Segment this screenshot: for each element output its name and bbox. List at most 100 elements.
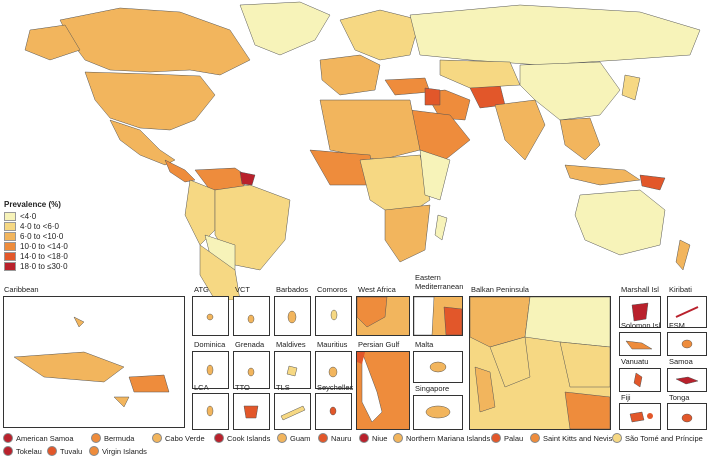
inset-label-maldives: Maldives	[276, 340, 306, 349]
legend-swatch	[4, 231, 16, 241]
legend-item-label: 14·0 to <18·0	[20, 251, 68, 261]
inset-label-kiribati: Kiribati	[669, 285, 692, 294]
inset-barbados	[274, 296, 311, 336]
inset-vct	[233, 296, 270, 336]
inset-vanuatu	[619, 368, 661, 392]
inset-label-dominica: Dominica	[194, 340, 226, 349]
region-syria	[424, 87, 441, 106]
legend-swatch	[4, 261, 16, 271]
key-dot	[89, 446, 99, 456]
inset-label-fiji: Fiji	[621, 393, 631, 402]
region-southeast-asia	[559, 117, 601, 161]
region-suriname	[239, 171, 256, 186]
legend-swatch	[4, 241, 16, 251]
key-item-label: Tuvalu	[60, 446, 83, 456]
key-item-label: Guam	[290, 433, 311, 443]
inset-eastern-med	[413, 296, 463, 336]
key-item: Cabo Verde	[152, 433, 205, 443]
inset-balkan	[469, 296, 611, 430]
inset-label-eastern-med: Eastern Mediterranean	[415, 273, 464, 291]
key-dot	[214, 433, 224, 443]
inset-comoros	[315, 296, 352, 336]
key-dot	[530, 433, 540, 443]
key-item: Tokelau	[3, 446, 42, 456]
inset-label-comoros: Comoros	[317, 285, 348, 294]
region-japan	[621, 74, 641, 101]
inset-label-fsm: FSM	[669, 321, 685, 330]
inset-label-persian-gulf: Persian Gulf	[358, 340, 400, 349]
inset-samoa	[667, 368, 707, 392]
inset-dominica	[192, 351, 229, 389]
region-europe-north	[339, 9, 421, 61]
inset-grenada	[233, 351, 270, 389]
legend-item-label: <4·0	[20, 211, 37, 221]
inset-label-seychelles: Seychelles	[317, 383, 354, 392]
key-item-label: São Tomé and Príncipe	[625, 433, 703, 443]
key-item: Saint Kitts and Nevis	[530, 433, 612, 443]
inset-label-balkan: Balkan Peninsula	[471, 285, 529, 294]
key-dot	[491, 433, 501, 443]
inset-label-malta: Malta	[415, 340, 434, 349]
balkan-map	[469, 296, 611, 430]
key-item: São Tomé and Príncipe	[612, 433, 703, 443]
key-dot	[91, 433, 101, 443]
inset-label-barbados: Barbados	[276, 285, 309, 294]
inset-seychelles	[315, 393, 352, 430]
inset-atg	[192, 296, 229, 336]
region-central-america	[164, 159, 196, 183]
key-item-label: Nauru	[331, 433, 352, 443]
key-item-label: Tokelau	[16, 446, 42, 456]
region-central-asia	[439, 59, 521, 89]
key-item: Niue	[359, 433, 387, 443]
inset-persian-gulf	[356, 351, 410, 430]
key-item-label: Virgin Islands	[102, 446, 147, 456]
key-item: Guam	[277, 433, 310, 443]
inset-label-samoa: Samoa	[669, 357, 693, 366]
region-australia	[574, 189, 666, 256]
inset-tonga	[667, 403, 707, 430]
region-colombia-peru	[184, 179, 216, 246]
inset-lca	[192, 393, 229, 430]
key-dot	[47, 446, 57, 456]
region-new-zealand	[675, 239, 691, 271]
key-dot	[3, 446, 13, 456]
region-europe-west	[319, 54, 381, 96]
legend-swatch	[4, 211, 16, 221]
key-item-label: Palau	[504, 433, 524, 443]
legend-item: 10·0 to <14·0	[4, 241, 68, 251]
inset-kiribati	[667, 296, 707, 328]
key-item: Palau	[491, 433, 523, 443]
region-alaska	[24, 24, 81, 61]
region-india	[494, 99, 546, 161]
key-dot	[277, 433, 287, 443]
inset-west-africa	[356, 296, 410, 336]
inset-label-singapore: Singapore	[415, 384, 450, 393]
legend-item-label: 4·0 to <6·0	[20, 221, 59, 231]
world-map	[24, 1, 701, 300]
inset-label-caribbean: Caribbean	[4, 285, 39, 294]
region-southern-africa	[384, 204, 431, 263]
key-item: Cook Islands	[214, 433, 270, 443]
legend-item: 14·0 to <18·0	[4, 251, 68, 261]
inset-marshall	[619, 296, 661, 328]
legend-item: <4·0	[4, 211, 68, 221]
key-item: American Samoa	[3, 433, 74, 443]
key-dot	[612, 433, 622, 443]
key-item: Northern Mariana Islands	[393, 433, 490, 443]
inset-solomon	[619, 332, 661, 356]
region-argentina-chile	[199, 244, 241, 300]
inset-label-west-africa: West Africa	[358, 285, 396, 294]
inset-fiji	[619, 403, 661, 430]
key-item-label: Saint Kitts and Nevis	[543, 433, 613, 443]
key-dot	[3, 433, 13, 443]
inset-label-tls: TLS	[276, 383, 290, 392]
inset-label-tonga: Tonga	[669, 393, 690, 402]
region-indonesia	[564, 164, 641, 186]
region-east-africa	[419, 149, 451, 201]
key-item-label: American Samoa	[16, 433, 74, 443]
key-item: Tuvalu	[47, 446, 82, 456]
inset-malta	[413, 351, 463, 383]
inset-singapore	[413, 395, 463, 430]
key-dot	[393, 433, 403, 443]
legend-item: 18·0 to ≤30·0	[4, 261, 68, 271]
